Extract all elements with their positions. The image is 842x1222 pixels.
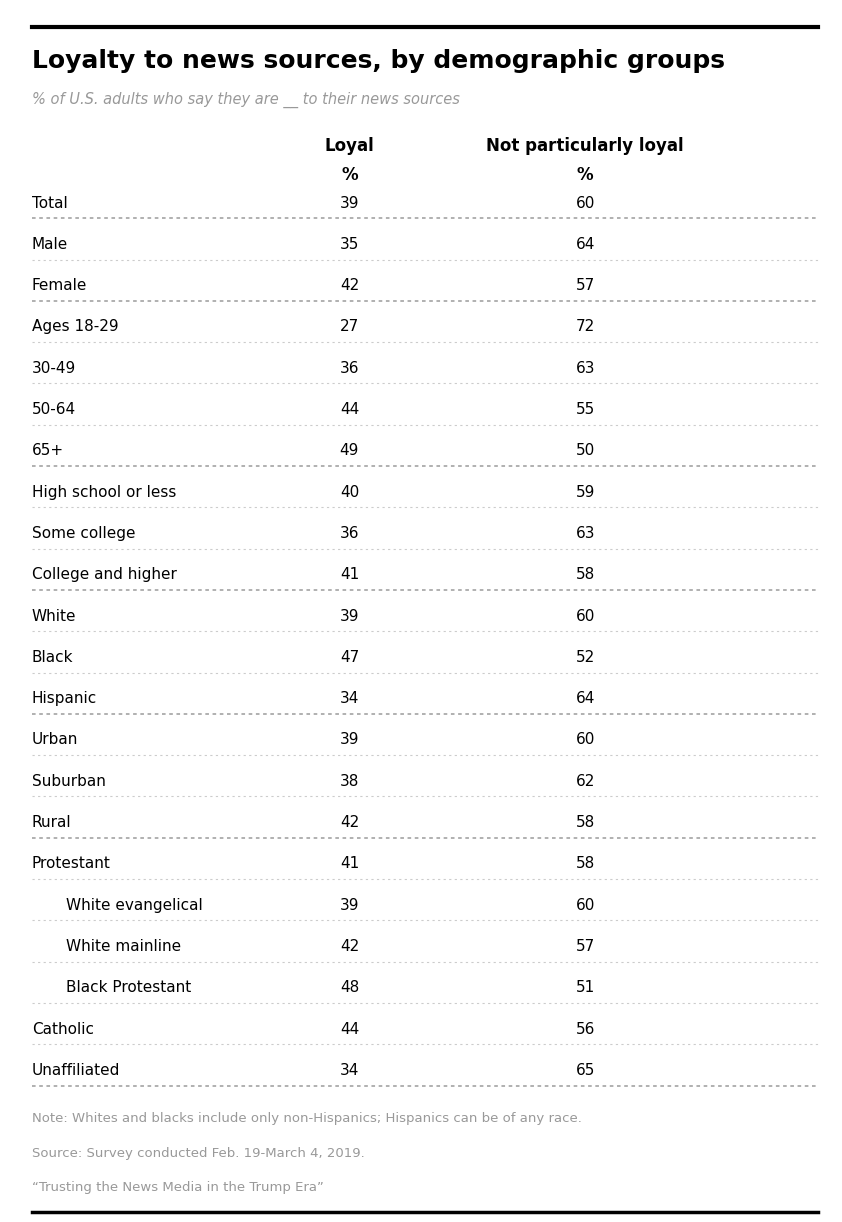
Text: Loyal: Loyal <box>324 137 375 155</box>
Text: 42: 42 <box>340 279 359 293</box>
Text: 62: 62 <box>575 774 595 788</box>
Text: 40: 40 <box>340 485 359 500</box>
Text: 57: 57 <box>576 279 594 293</box>
Text: 72: 72 <box>576 319 594 335</box>
Text: Black Protestant: Black Protestant <box>66 980 191 995</box>
Text: 42: 42 <box>340 938 359 954</box>
Text: 44: 44 <box>340 402 359 417</box>
Text: Note: Whites and blacks include only non-Hispanics; Hispanics can be of any race: Note: Whites and blacks include only non… <box>32 1112 582 1125</box>
Text: White: White <box>32 609 77 623</box>
Text: 65+: 65+ <box>32 444 64 458</box>
Text: 27: 27 <box>340 319 359 335</box>
Text: %: % <box>341 166 358 185</box>
Text: Hispanic: Hispanic <box>32 692 97 706</box>
Text: 55: 55 <box>576 402 594 417</box>
Text: 36: 36 <box>339 360 360 375</box>
Text: 36: 36 <box>339 525 360 541</box>
Text: 50-64: 50-64 <box>32 402 76 417</box>
Text: Urban: Urban <box>32 732 78 748</box>
Text: 64: 64 <box>575 692 595 706</box>
Text: 58: 58 <box>576 815 594 830</box>
Text: 58: 58 <box>576 567 594 582</box>
Text: 34: 34 <box>339 692 360 706</box>
Text: Unaffiliated: Unaffiliated <box>32 1063 120 1078</box>
Text: 60: 60 <box>575 732 595 748</box>
Text: 35: 35 <box>339 237 360 252</box>
Text: Suburban: Suburban <box>32 774 106 788</box>
Text: 60: 60 <box>575 609 595 623</box>
Text: White mainline: White mainline <box>66 938 181 954</box>
Text: 59: 59 <box>575 485 595 500</box>
Text: 64: 64 <box>575 237 595 252</box>
Text: Male: Male <box>32 237 68 252</box>
Text: 63: 63 <box>575 525 595 541</box>
Text: 39: 39 <box>339 898 360 913</box>
Text: 52: 52 <box>576 650 594 665</box>
Text: 65: 65 <box>575 1063 595 1078</box>
Text: 48: 48 <box>340 980 359 995</box>
Text: 41: 41 <box>340 567 359 582</box>
Text: 44: 44 <box>340 1022 359 1036</box>
Text: Source: Survey conducted Feb. 19-March 4, 2019.: Source: Survey conducted Feb. 19-March 4… <box>32 1146 365 1160</box>
Text: Not particularly loyal: Not particularly loyal <box>487 137 684 155</box>
Text: White evangelical: White evangelical <box>66 898 202 913</box>
Text: 49: 49 <box>339 444 360 458</box>
Text: Catholic: Catholic <box>32 1022 94 1036</box>
Text: 34: 34 <box>339 1063 360 1078</box>
Text: 30-49: 30-49 <box>32 360 77 375</box>
Text: 57: 57 <box>576 938 594 954</box>
Text: 42: 42 <box>340 815 359 830</box>
Text: 39: 39 <box>339 609 360 623</box>
Text: Ages 18-29: Ages 18-29 <box>32 319 119 335</box>
Text: Total: Total <box>32 196 67 210</box>
Text: 47: 47 <box>340 650 359 665</box>
Text: 56: 56 <box>575 1022 595 1036</box>
Text: Some college: Some college <box>32 525 136 541</box>
Text: High school or less: High school or less <box>32 485 176 500</box>
Text: Protestant: Protestant <box>32 857 111 871</box>
Text: % of U.S. adults who say they are __ to their news sources: % of U.S. adults who say they are __ to … <box>32 92 460 108</box>
Text: Black: Black <box>32 650 73 665</box>
Text: Loyalty to news sources, by demographic groups: Loyalty to news sources, by demographic … <box>32 49 725 73</box>
Text: 39: 39 <box>339 196 360 210</box>
Text: %: % <box>577 166 594 185</box>
Text: Female: Female <box>32 279 88 293</box>
Text: 39: 39 <box>339 732 360 748</box>
Text: 41: 41 <box>340 857 359 871</box>
Text: 63: 63 <box>575 360 595 375</box>
Text: 60: 60 <box>575 196 595 210</box>
Text: Rural: Rural <box>32 815 72 830</box>
Text: 60: 60 <box>575 898 595 913</box>
Text: 51: 51 <box>576 980 594 995</box>
Text: College and higher: College and higher <box>32 567 177 582</box>
Text: 38: 38 <box>339 774 360 788</box>
Text: 50: 50 <box>576 444 594 458</box>
Text: 58: 58 <box>576 857 594 871</box>
Text: “Trusting the News Media in the Trump Era”: “Trusting the News Media in the Trump Er… <box>32 1180 324 1194</box>
